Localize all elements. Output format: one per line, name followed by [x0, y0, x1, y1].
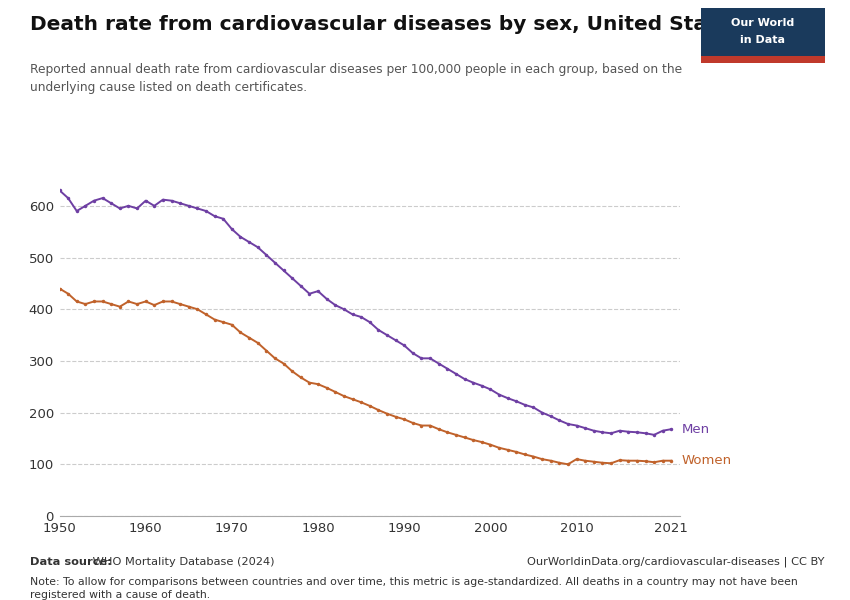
Text: Data source:: Data source:	[30, 557, 111, 567]
Text: WHO Mortality Database (2024): WHO Mortality Database (2024)	[89, 557, 275, 567]
Text: Men: Men	[682, 422, 710, 436]
Text: Death rate from cardiovascular diseases by sex, United States: Death rate from cardiovascular diseases …	[30, 15, 742, 34]
Text: in Data: in Data	[740, 35, 785, 45]
Text: Note: To allow for comparisons between countries and over time, this metric is a: Note: To allow for comparisons between c…	[30, 577, 797, 600]
Text: OurWorldinData.org/cardiovascular-diseases | CC BY: OurWorldinData.org/cardiovascular-diseas…	[527, 557, 824, 568]
Text: Our World: Our World	[731, 18, 795, 28]
Text: Women: Women	[682, 454, 732, 467]
Text: Reported annual death rate from cardiovascular diseases per 100,000 people in ea: Reported annual death rate from cardiova…	[30, 63, 682, 94]
